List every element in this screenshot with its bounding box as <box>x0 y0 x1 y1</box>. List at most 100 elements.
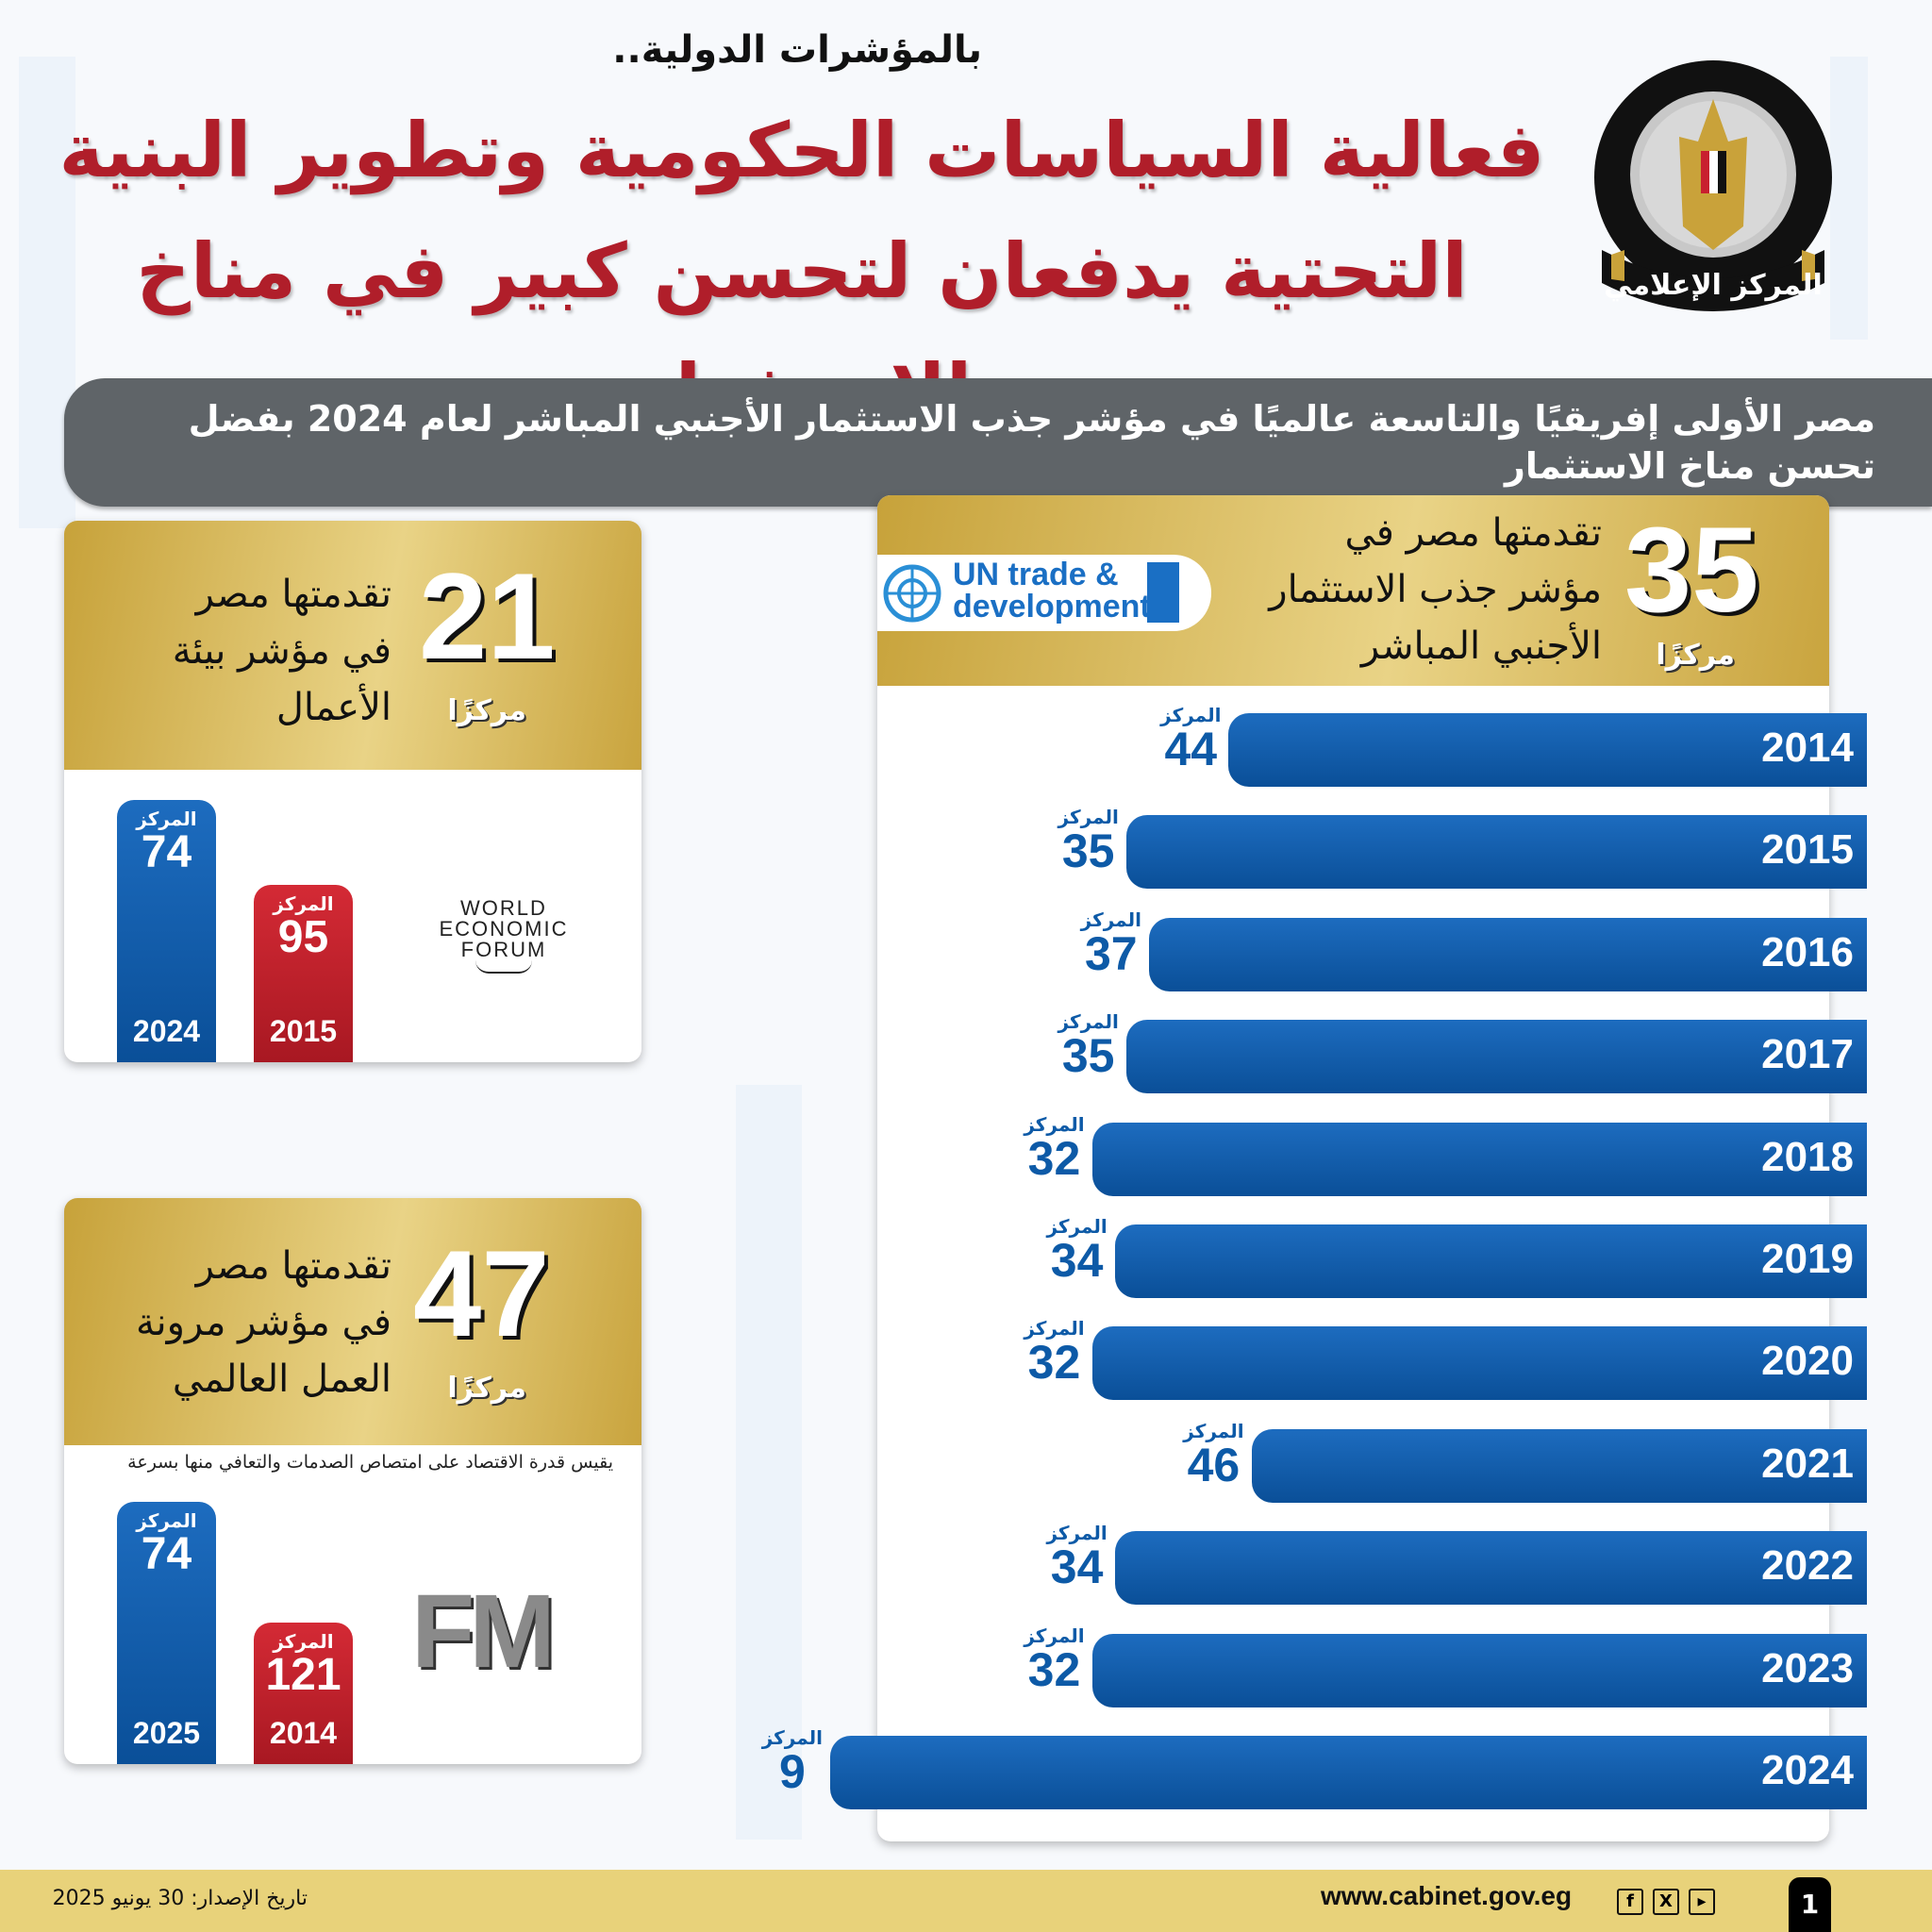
fdi-year-label: 2015 <box>1761 826 1854 874</box>
rank-word: المركز <box>1046 1522 1108 1545</box>
rank-word: المركز <box>1080 908 1141 931</box>
unctad-big-number: 35 <box>1624 503 1759 638</box>
unctad-logo-text: UN trade & development <box>953 557 1151 625</box>
fdi-rank-label: المركز 32 <box>1024 1112 1085 1185</box>
wef-rank-word: مركزًا <box>447 694 526 727</box>
fdi-bar: 2019 <box>1114 1224 1867 1298</box>
fdi-row-2021: 2021 المركز 46 <box>0 1420 1932 1503</box>
fdi-rank-label: المركز 37 <box>1080 908 1141 980</box>
fdi-bar: 2017 <box>1125 1020 1867 1094</box>
fdi-bar: 2014 <box>1228 713 1867 787</box>
fdi-row-2019: 2019 المركز 34 <box>0 1215 1932 1298</box>
fdi-year-label: 2017 <box>1761 1031 1854 1078</box>
rank-word: المركز <box>1024 1624 1085 1647</box>
fdi-rank-label: المركز 32 <box>1024 1317 1085 1390</box>
un-emblem-icon <box>883 564 941 623</box>
facebook-icon[interactable]: f <box>1617 1889 1643 1915</box>
fdi-year-label: 2016 <box>1761 928 1854 975</box>
fdi-bar: 2018 <box>1091 1122 1867 1196</box>
fm-description: تقدمتها مصر في مؤشر مرونة العمل العالمي <box>136 1244 391 1401</box>
rank-word: المركز <box>1024 1317 1085 1341</box>
fm-note: يقيس قدرة الاقتصاد على امتصاص الصدمات وا… <box>127 1452 613 1473</box>
rank-value: 32 <box>1027 1131 1081 1185</box>
rank-value: 37 <box>1085 926 1138 980</box>
fdi-row-2024: 2024 المركز 9 <box>0 1726 1932 1809</box>
wef-description: تقدمتها مصر في مؤشر بيئة الأعمال <box>172 573 391 729</box>
fm-big-number: 47 <box>413 1224 550 1362</box>
fdi-year-label: 2024 <box>1761 1747 1854 1793</box>
rank-word: المركز <box>1183 1419 1244 1442</box>
footer: تاريخ الإصدار: 30 يونيو 2025 www.cabinet… <box>0 1870 1932 1932</box>
fdi-row-2017: 2017 المركز 35 <box>0 1010 1932 1094</box>
fm-rank-word: مركزًا <box>447 1372 526 1405</box>
fdi-bar: 2020 <box>1091 1326 1867 1401</box>
page-title-line1: فعالية السياسات الحكومية وتطوير البنية <box>58 107 1545 194</box>
fm-logo: FM <box>411 1574 556 1690</box>
fdi-row-2018: 2018 المركز 32 <box>0 1113 1932 1196</box>
fdi-year-label: 2014 <box>1761 724 1854 771</box>
rank-value: 46 <box>1187 1438 1241 1491</box>
fdi-row-2023: 2023 المركز 32 <box>0 1624 1932 1707</box>
rank-value: 34 <box>1050 1234 1104 1287</box>
fdi-year-label: 2018 <box>1761 1133 1854 1180</box>
x-icon[interactable]: X <box>1653 1889 1679 1915</box>
unctad-description: تقدمتها مصر في مؤشر جذب الاستثمار الأجنبي … <box>1269 511 1602 668</box>
fdi-year-label: 2021 <box>1761 1440 1854 1487</box>
fdi-bar: 2015 <box>1125 815 1867 890</box>
svg-text:المركز الإعلامي: المركز الإعلامي <box>1604 269 1823 302</box>
fdi-rank-label: المركز 34 <box>1046 1215 1108 1287</box>
fdi-row-2016: 2016 المركز 37 <box>0 908 1932 991</box>
rank-value: 9 <box>778 1745 806 1798</box>
fdi-bar: 2023 <box>1091 1633 1867 1707</box>
youtube-icon[interactable]: ▸ <box>1689 1889 1715 1915</box>
headline-banner: مصر الأولى إفريقيًا والتاسعة عالميًا في … <box>64 378 1932 507</box>
fdi-year-label: 2020 <box>1761 1338 1854 1385</box>
unctad-logo: UN trade & development <box>877 555 1211 631</box>
wef-big-number: 21 <box>419 547 556 685</box>
rank-word: المركز <box>1046 1215 1108 1238</box>
wef-bar-2015: المركز 95 2015 <box>254 885 353 1062</box>
rank-value: 35 <box>1061 824 1115 878</box>
fdi-rank-label: المركز 32 <box>1024 1624 1085 1693</box>
fdi-bar: 2024 <box>830 1736 1867 1809</box>
fdi-bar: 2022 <box>1114 1531 1867 1606</box>
fdi-bar: 2021 <box>1251 1428 1867 1503</box>
unctad-mark-icon <box>1147 562 1179 623</box>
fm-bar-2014: المركز 121 2014 <box>254 1623 353 1764</box>
rank-value: 35 <box>1061 1029 1115 1083</box>
fdi-rank-label: المركز 35 <box>1058 806 1119 874</box>
rank-value: 34 <box>1050 1541 1104 1594</box>
rank-value: 44 <box>1164 723 1218 775</box>
release-date: تاريخ الإصدار: 30 يونيو 2025 <box>52 1887 308 1910</box>
rank-word: المركز <box>761 1726 823 1749</box>
fm-panel: 47 مركزًا تقدمتها مصر في مؤشر مرونة العمل … <box>64 1198 641 1764</box>
wef-panel: 21 مركزًا تقدمتها مصر في مؤشر بيئة الأعمال… <box>64 521 641 1062</box>
page-number: 1 <box>1789 1877 1831 1932</box>
rank-value: 32 <box>1027 1336 1081 1390</box>
wef-bar-2024: المركز 74 2024 <box>117 800 216 1062</box>
unctad-rank-word: مركزًا <box>1656 639 1735 672</box>
background-chart-decor <box>1830 57 1868 340</box>
media-center-logo: المركز الإعلامي <box>1594 60 1832 311</box>
background-chart-decor <box>736 1085 802 1840</box>
kicker-text: بالمؤشرات الدولية.. <box>612 28 982 72</box>
banner-text: مصر الأولى إفريقيًا والتاسعة عالميًا في … <box>188 398 1875 487</box>
rank-word: المركز <box>1058 806 1119 829</box>
rank-word: المركز <box>1058 1010 1119 1034</box>
fdi-rank-label: المركز 46 <box>1183 1419 1244 1491</box>
unctad-header: 35 مركزًا تقدمتها مصر في مؤشر جذب الاستثم… <box>877 495 1829 686</box>
website-link[interactable]: www.cabinet.gov.eg <box>1321 1881 1573 1910</box>
fdi-bar: 2016 <box>1148 917 1867 991</box>
rank-word: المركز <box>1024 1112 1085 1136</box>
fdi-year-label: 2019 <box>1761 1236 1854 1282</box>
fdi-rank-label: المركز 9 <box>761 1726 823 1798</box>
wef-header: 21 مركزًا تقدمتها مصر في مؤشر بيئة الأعمال <box>64 521 641 770</box>
fdi-rank-label: المركز 35 <box>1058 1010 1119 1083</box>
fdi-rank-label: المركز 34 <box>1046 1522 1108 1594</box>
fdi-row-2022: 2022 المركز 34 <box>0 1522 1932 1606</box>
fdi-rank-label: المركز 44 <box>1160 704 1222 775</box>
fdi-row-2020: 2020 المركز 32 <box>0 1317 1932 1401</box>
fdi-year-label: 2023 <box>1761 1644 1854 1691</box>
fm-bar-2025: المركز 74 2025 <box>117 1502 216 1764</box>
rank-word: المركز <box>1160 704 1222 726</box>
